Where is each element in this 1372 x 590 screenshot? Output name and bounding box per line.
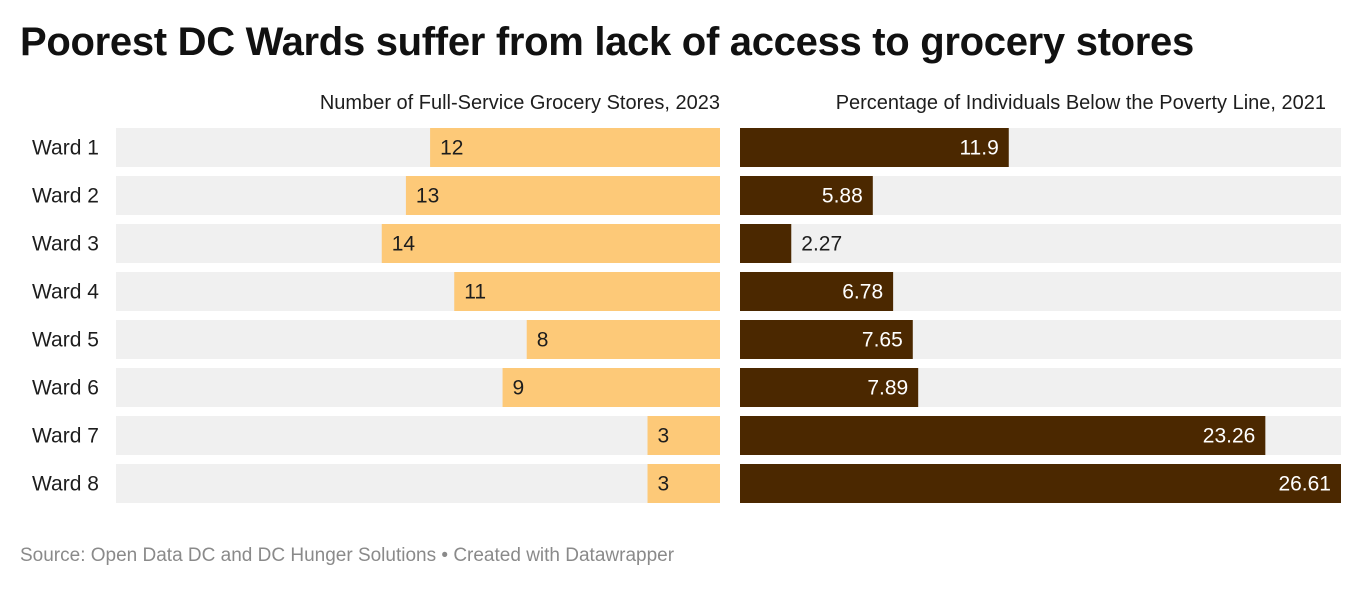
stores-bar-ward-8 [647, 464, 720, 503]
poverty-panel-header: Percentage of Individuals Below the Pove… [835, 92, 1326, 114]
category-label-ward-3: Ward 3 [32, 233, 99, 256]
stores-bar-ward-7 [647, 416, 720, 455]
poverty-bar-ward-5 [740, 320, 913, 359]
stores-bar-ward-2 [405, 176, 720, 215]
poverty-value-label-ward-8: 26.61 [1278, 473, 1331, 496]
category-label-ward-2: Ward 2 [32, 185, 99, 208]
stores-value-label-ward-4: 11 [464, 281, 486, 304]
poverty-value-label-ward-3: 2.27 [801, 233, 842, 256]
stores-value-label-ward-3: 14 [392, 233, 416, 256]
poverty-value-label-ward-1: 11.9 [959, 137, 998, 160]
poverty-bar-ward-6 [740, 368, 919, 407]
poverty-value-label-ward-6: 7.89 [867, 377, 908, 400]
category-label-ward-7: Ward 7 [32, 425, 99, 448]
stores-value-label-ward-5: 8 [537, 329, 549, 352]
poverty-value-label-ward-5: 7.65 [862, 329, 903, 352]
poverty-bar-ward-1 [740, 128, 1009, 167]
stores-value-label-ward-8: 3 [658, 473, 670, 496]
stores-bar-ward-6 [502, 368, 720, 407]
poverty-bar-ward-3 [740, 224, 792, 263]
stores-bar-ward-4 [454, 272, 720, 311]
source-footer: Source: Open Data DC and DC Hunger Solut… [20, 545, 675, 566]
stores-bar-ward-3 [381, 224, 720, 263]
stores-value-label-ward-2: 13 [416, 185, 439, 208]
poverty-bar-ward-2 [740, 176, 873, 215]
stores-bar-ward-1 [430, 128, 720, 167]
poverty-value-label-ward-7: 23.26 [1203, 425, 1256, 448]
stores-track-ward-7 [116, 416, 720, 455]
stores-panel-header: Number of Full-Service Grocery Stores, 2… [319, 92, 720, 114]
category-label-ward-5: Ward 5 [32, 329, 99, 352]
poverty-bar-ward-4 [740, 272, 894, 311]
stores-bar-ward-5 [526, 320, 720, 359]
category-label-ward-1: Ward 1 [32, 137, 99, 160]
poverty-track-ward-3 [740, 224, 1341, 263]
stores-value-label-ward-7: 3 [658, 425, 670, 448]
poverty-bar-ward-7 [740, 416, 1266, 455]
chart-title: Poorest DC Wards suffer from lack of acc… [20, 20, 1194, 64]
category-label-ward-4: Ward 4 [32, 281, 99, 304]
poverty-bar-ward-8 [740, 464, 1341, 503]
poverty-value-label-ward-4: 6.78 [842, 281, 883, 304]
category-label-ward-8: Ward 8 [32, 473, 99, 496]
poverty-value-label-ward-2: 5.88 [822, 185, 863, 208]
category-label-ward-6: Ward 6 [32, 377, 99, 400]
stores-value-label-ward-1: 12 [440, 137, 463, 160]
stores-value-label-ward-6: 9 [513, 377, 525, 400]
stores-track-ward-8 [116, 464, 720, 503]
